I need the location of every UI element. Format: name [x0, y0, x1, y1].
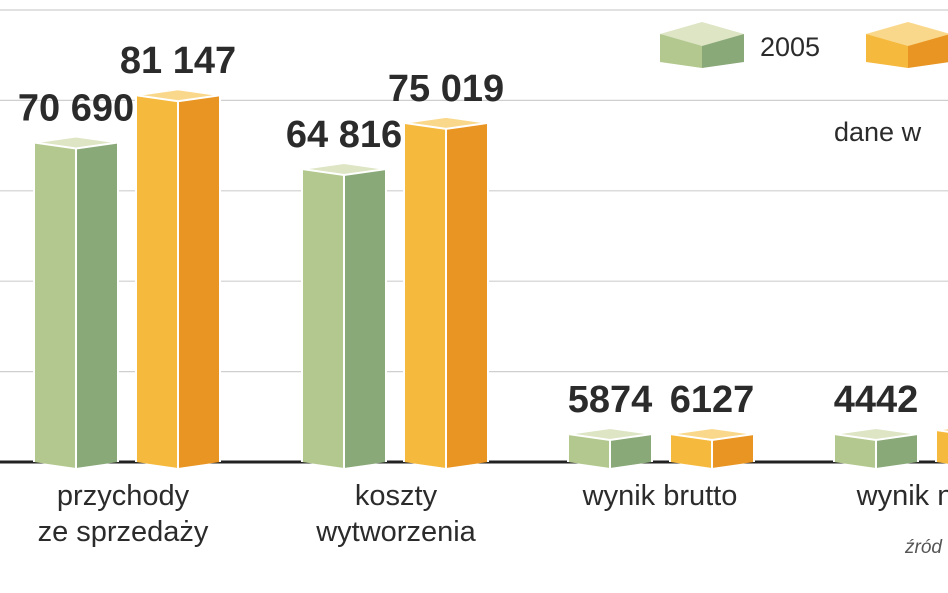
bar-s1-c0-outline — [135, 88, 221, 462]
bars — [33, 88, 948, 468]
value-label-s0-c2: 5874 — [568, 379, 653, 421]
bar-s1-c2-face-right — [712, 434, 754, 468]
source-note: źród — [904, 537, 943, 558]
bar-s0-c0-outline — [33, 135, 119, 462]
bar-s1-c2 — [669, 426, 755, 468]
value-label-s1-c1: 75 019 — [388, 68, 504, 110]
category-label-1-line-1: wytworzenia — [315, 516, 476, 548]
category-label-1-line-0: koszty — [355, 480, 438, 512]
legend-swatch-series-2-top — [866, 22, 948, 46]
bar-s0-c0-face-left — [34, 142, 76, 468]
value-label-s0-c3: 4442 — [834, 379, 919, 421]
units-note: dane w — [834, 117, 922, 147]
legend: 2005 — [660, 22, 948, 68]
category-label-2-line-0: wynik brutto — [582, 480, 738, 512]
bar-s1-c3-outline — [935, 427, 948, 462]
bar-s1-c3-face-left — [936, 430, 948, 464]
bar-s0-c1-face-right — [344, 169, 386, 468]
legend-swatch-series-2 — [866, 22, 948, 68]
bar-s0-c1-face-left — [302, 169, 344, 468]
bar-s1-c0-face-left — [136, 95, 178, 468]
value-label-s0-c1: 64 816 — [286, 114, 402, 156]
category-labels: przychody ze sprzedaży koszty wytworzenia wy… — [38, 480, 948, 548]
bar-s0-c3-face-right — [876, 434, 918, 468]
category-label-0-line-0: przychody — [57, 480, 190, 512]
bar-s0-c1 — [301, 162, 387, 468]
bar-s0-c2-outline — [567, 426, 653, 462]
bar-s1-c1-outline — [403, 115, 489, 462]
category-label-3-line-0: wynik n — [856, 480, 948, 512]
bar-s1-c0 — [135, 88, 221, 468]
bar-s0-c2-face-right — [610, 434, 652, 468]
bar-s0-c0-face-right — [76, 142, 118, 468]
bar-s1-c2-outline — [669, 426, 755, 462]
bar-s0-c2-face-left — [568, 434, 610, 468]
bar-s0-c0 — [33, 135, 119, 468]
bar-s0-c3 — [833, 426, 919, 468]
bar-s1-c0-face-right — [178, 95, 220, 468]
bar-s1-c1 — [403, 115, 489, 468]
legend-label-2005: 2005 — [760, 32, 820, 62]
legend-swatch-2005 — [660, 22, 744, 68]
value-label-s1-c2: 6127 — [670, 379, 755, 421]
bar-s0-c1-outline — [301, 162, 387, 462]
value-label-s1-c0: 81 147 — [120, 40, 236, 82]
legend-swatch-2005-top — [660, 22, 744, 46]
value-label-s0-c0: 70 690 — [18, 87, 134, 129]
bar-s1-c2-face-left — [670, 434, 712, 468]
bar-s1-c1-face-left — [404, 122, 446, 468]
bar-s1-c3 — [935, 427, 948, 464]
bar-s0-c2 — [567, 426, 653, 468]
bar-s0-c3-face-left — [834, 434, 876, 468]
bar-s0-c3-outline — [833, 426, 919, 462]
category-label-0-line-1: ze sprzedaży — [38, 516, 209, 548]
bar-s1-c1-face-right — [446, 122, 488, 468]
